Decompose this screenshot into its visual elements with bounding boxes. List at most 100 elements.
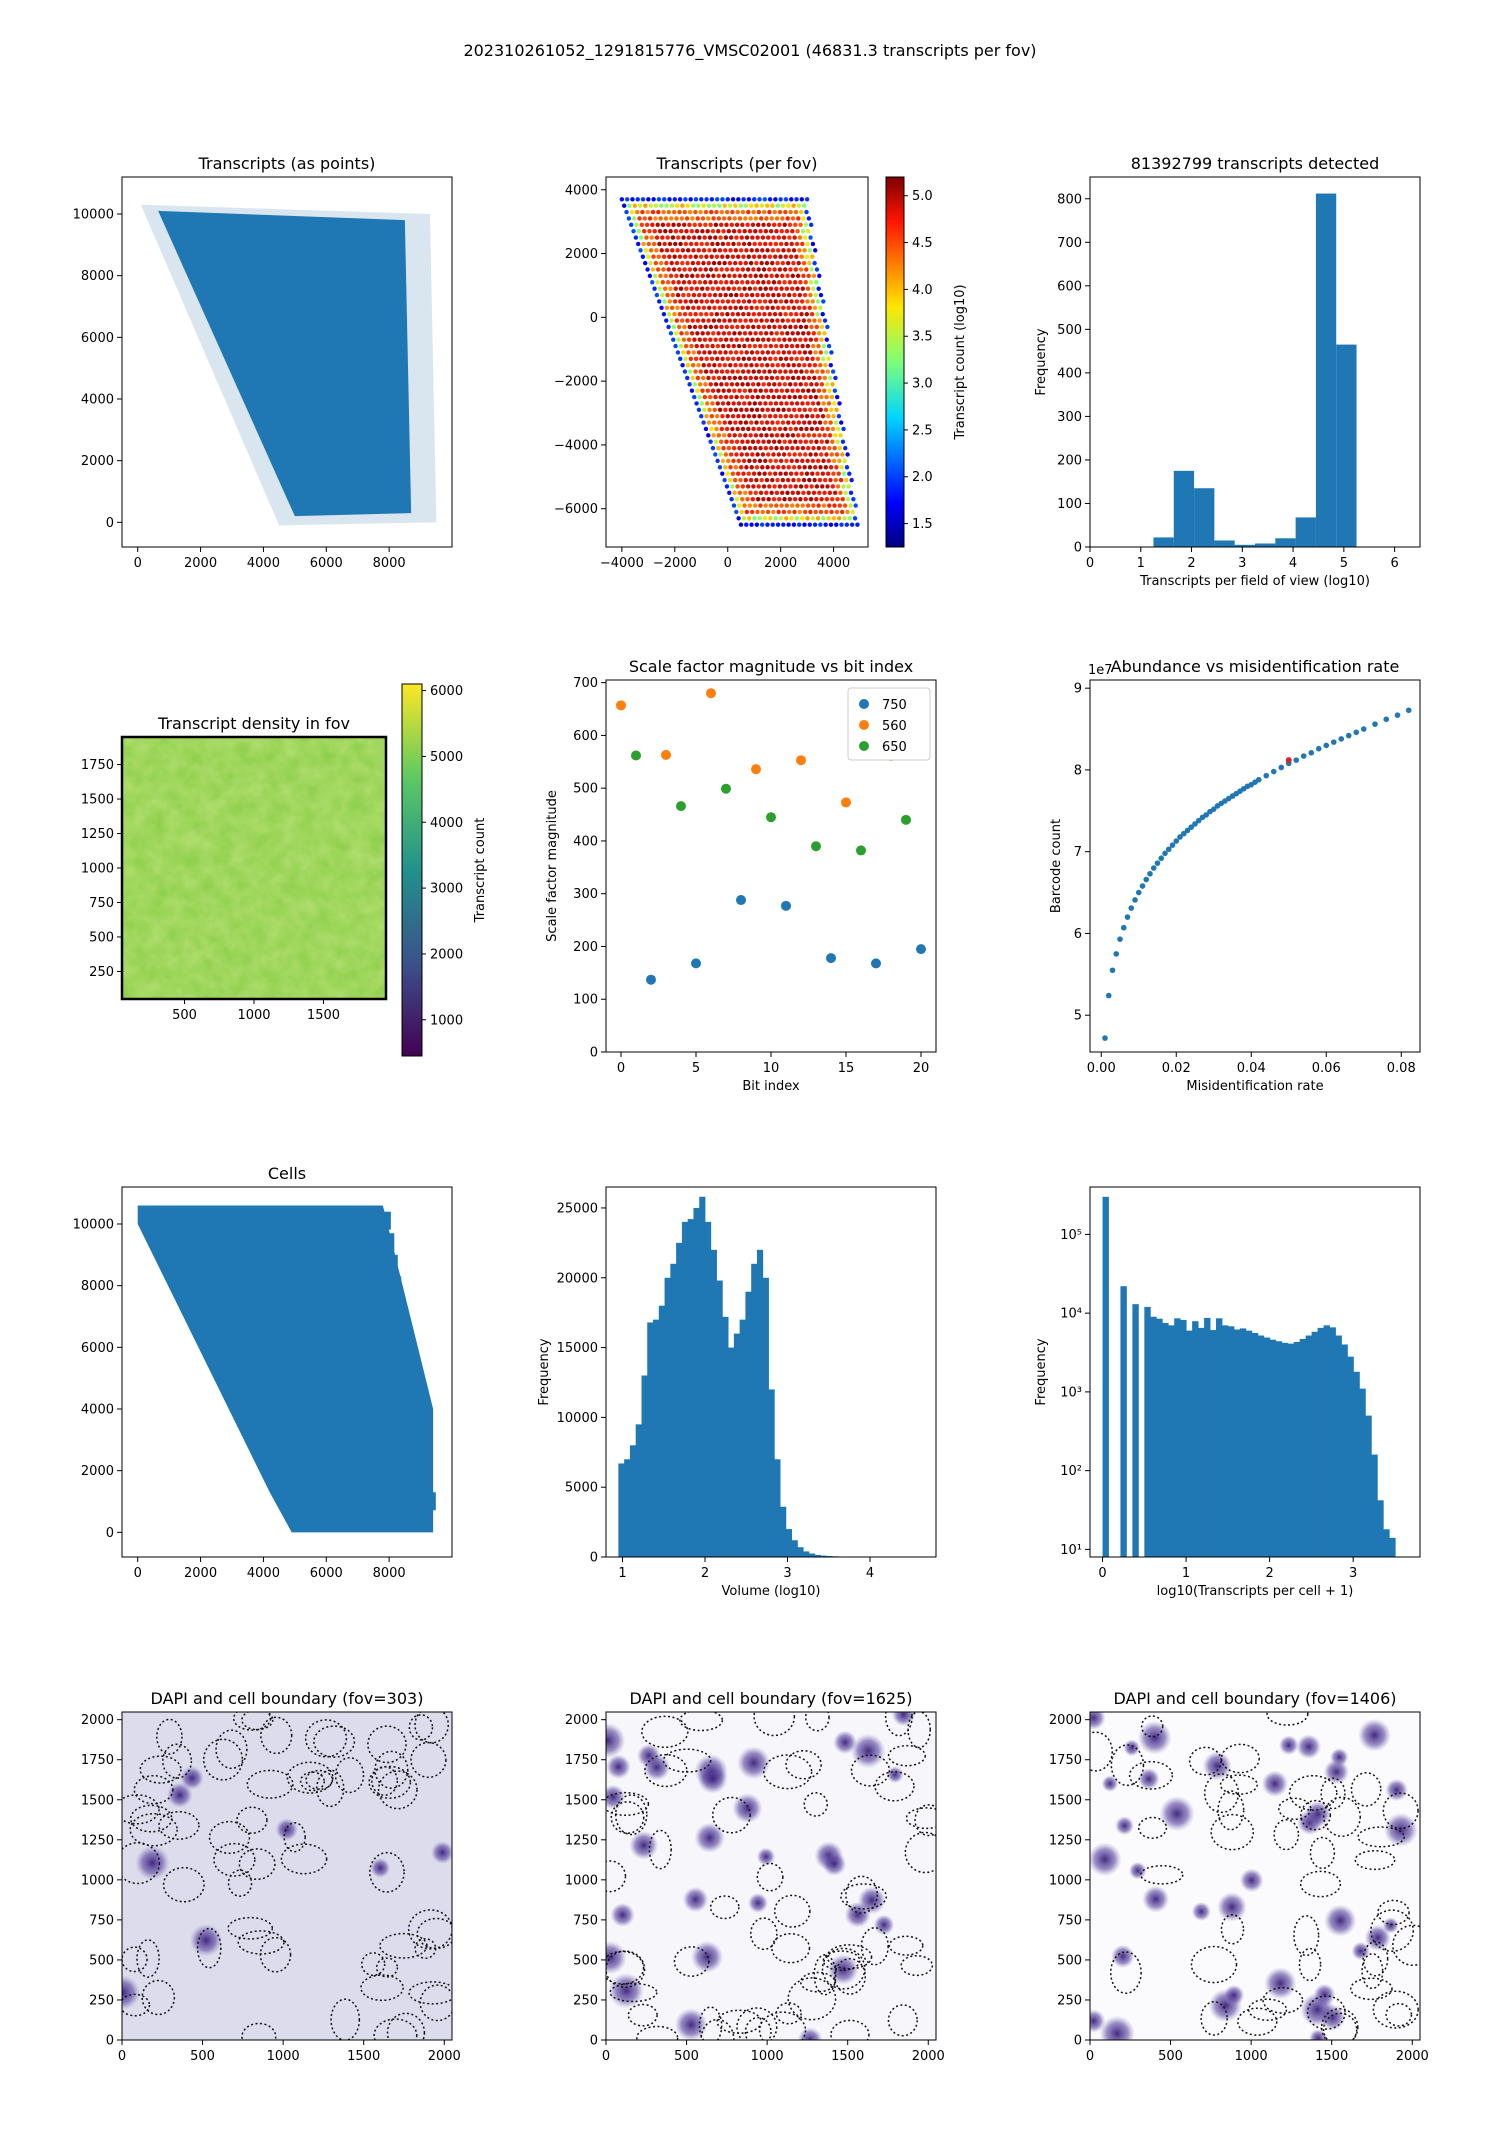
fov-point [673,241,678,247]
fov-point [765,362,770,368]
x-tick-label: 3 [783,1566,791,1581]
fov-point [692,324,698,330]
fov-point [706,433,711,438]
fov-point [671,209,677,215]
fov-point [744,522,749,527]
legend-label: 560 [882,719,907,734]
fov-point [770,248,776,253]
cell-boundary [139,1755,182,1784]
fov-point [774,286,779,291]
fov-point [810,254,815,259]
fov-point [752,356,757,362]
fov-point [746,254,751,259]
fov-point [709,426,714,432]
chart-dapi-1406: 0 500 1000 1500 2000025050075010001250150017… [1049,1689,1429,2064]
fov-point [677,267,682,272]
fov-point [762,369,767,374]
fov-point [795,331,801,336]
fov-point [790,216,796,221]
fov-point [773,241,779,247]
fov-point [738,260,743,266]
fov-point [735,471,741,476]
y-tick-label: 700 [573,676,598,691]
fov-point [746,197,752,202]
fov-point [775,260,780,266]
hist-bar [710,1249,717,1557]
fov-point [768,286,774,291]
fov-point [819,394,824,400]
cell-boundary [122,1993,151,2017]
fov-point [736,458,741,464]
fov-point [786,522,791,527]
fov-point [688,241,694,247]
fov-point [800,388,806,393]
fov-point [706,260,711,266]
fov-point [788,267,793,272]
hist-bar [653,1319,660,1557]
fov-point [824,496,830,502]
fov-point [797,394,803,400]
barcode-point [1195,817,1202,824]
barcode-point [1323,742,1330,749]
x-tick-label: 1500 [307,1008,340,1023]
fov-point [712,248,717,253]
fov-point [830,484,836,489]
fov-point [730,267,735,272]
fov-point [756,222,761,228]
nucleus [1101,1775,1119,1792]
fov-point [702,394,708,400]
fov-point [837,445,843,451]
barcode-point [1210,806,1217,812]
fov-point [706,318,711,323]
y-tick-label: 10¹ [1060,1543,1082,1558]
fov-point [815,471,820,476]
fov-point [624,197,630,202]
fov-point [810,241,816,247]
fov-point [763,286,768,291]
fov-point [792,280,798,285]
fov-point [823,350,829,355]
axes-frame [1089,1186,1421,1558]
fov-point [787,280,793,285]
cell-boundary [129,1804,173,1833]
nucleus [1090,1712,1106,1731]
fov-point [762,311,767,317]
fov-point [758,229,763,234]
fov-point [779,229,784,234]
fov-point [697,337,702,342]
fov-point [785,331,790,336]
y-tick-label: 5000 [565,1481,598,1496]
fov-point [668,273,674,279]
cell-boundary [259,1936,292,1973]
fov-point [696,248,701,253]
hist-bar [1353,1371,1360,1557]
fov-point [812,522,818,527]
nucleus [1223,1984,1245,2006]
fov-point [695,273,700,279]
fov-point [804,254,810,259]
cell-boundary [750,1917,778,1951]
fov-point [798,382,803,387]
fov-point [622,203,627,208]
fov-point [825,426,830,432]
fov-point [741,254,746,259]
fov-point [778,254,783,259]
fov-point [701,248,707,253]
fov-point [745,439,750,444]
point-650 [766,812,776,823]
fov-point [761,484,767,489]
fov-point [794,299,800,304]
fov-point [651,197,656,202]
fov-point [830,369,836,374]
fov-point [719,209,725,215]
fov-point [722,362,728,368]
fov-point [710,388,716,393]
fov-point [736,343,742,349]
axes-frame [605,1186,937,1558]
fov-point [698,209,703,215]
fov-point [706,203,712,208]
hist-bar [762,1277,769,1557]
fov-point [815,369,820,374]
fov-point [782,222,787,228]
